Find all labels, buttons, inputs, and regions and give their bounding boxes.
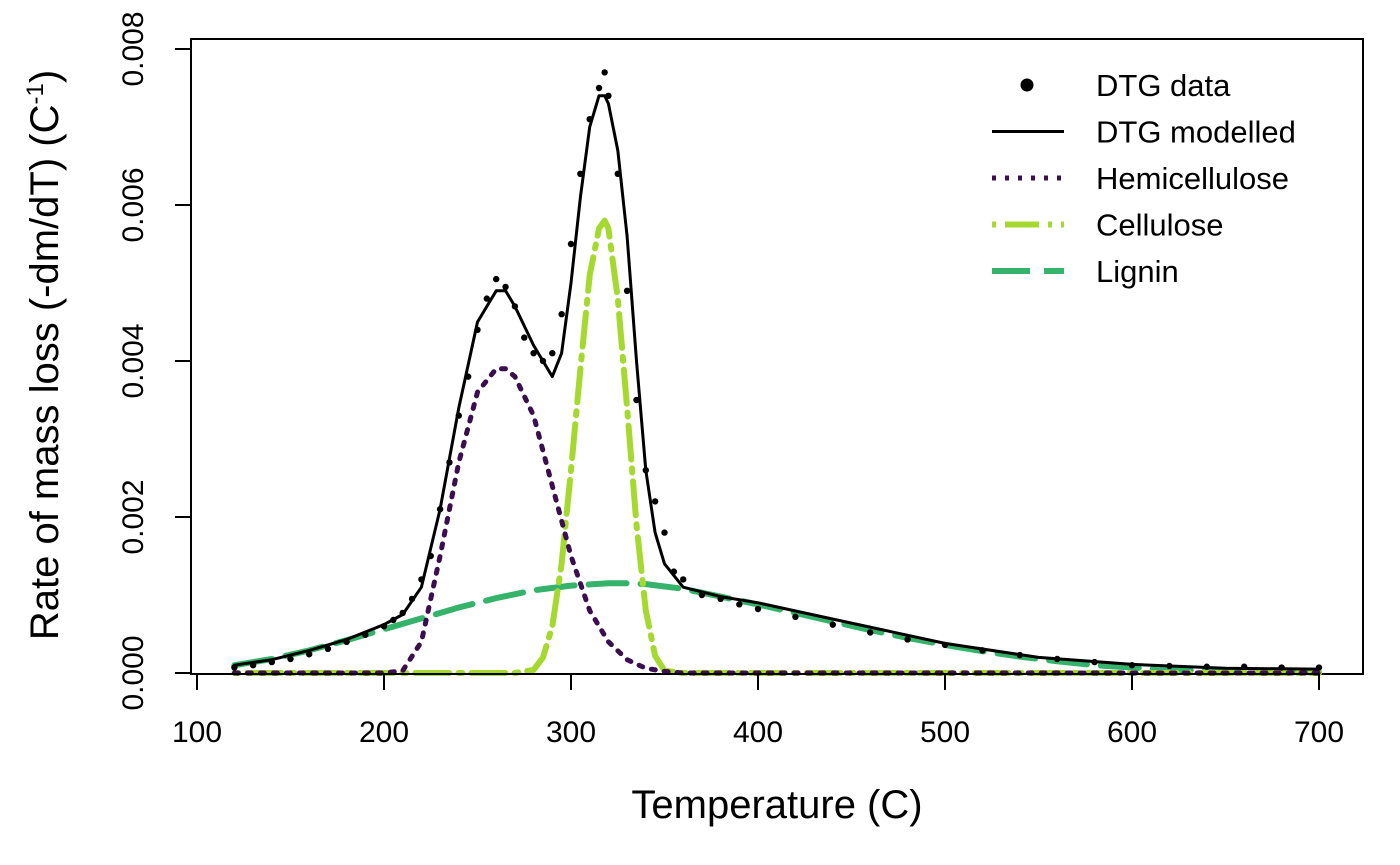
y-tick-label: 0.000 (117, 635, 150, 710)
y-axis: 0.000 0.002 0.004 0.006 0.008 (117, 11, 192, 711)
x-tick-label: 300 (546, 716, 596, 749)
y-tick-label: 0.002 (117, 479, 150, 554)
y-axis-title-superscript: -1 (22, 83, 49, 104)
data-point (601, 69, 608, 76)
data-point (521, 334, 528, 341)
x-tick-label: 100 (172, 716, 222, 749)
data-point (287, 655, 294, 663)
legend-item-cellulose: Cellulose (992, 208, 1224, 243)
legend-label: DTG data (1096, 68, 1231, 103)
x-tick-label: 700 (1294, 716, 1344, 749)
y-tick-label: 0.004 (117, 323, 150, 398)
x-axis: 100 200 300 400 500 600 700 (172, 673, 1344, 749)
legend-label: Lignin (1096, 254, 1179, 289)
series-layer (231, 69, 1323, 676)
data-point (904, 636, 911, 643)
data-point (549, 350, 556, 357)
y-axis-title: Rate of mass loss (-dm/dT) (C-1) (22, 70, 67, 640)
series-dtg-modelled (232, 94, 1321, 671)
data-point (595, 84, 603, 92)
legend-item-dtg-modelled: DTG modelled (992, 115, 1296, 150)
legend-item-lignin: Lignin (992, 254, 1179, 289)
data-point (792, 613, 799, 621)
data-point (736, 601, 743, 608)
data-point (530, 350, 537, 357)
series-dtg-data (231, 69, 1323, 671)
data-point (829, 621, 836, 628)
data-point (661, 529, 668, 536)
legend-label: DTG modelled (1096, 115, 1296, 150)
data-point (754, 605, 762, 613)
data-point (502, 283, 509, 291)
y-axis-title-main: Rate of mass loss (-dm/dT) (C (23, 105, 67, 641)
series-lignin (231, 580, 1322, 676)
data-point (493, 275, 500, 283)
legend-label: Hemicellulose (1096, 161, 1289, 196)
y-tick-label: 0.008 (117, 11, 150, 86)
data-point (623, 287, 631, 294)
legend-item-dtg-data: DTG data (1020, 68, 1231, 103)
x-tick-label: 500 (920, 716, 970, 749)
x-axis-title: Temperature (C) (631, 783, 922, 827)
legend: DTG data DTG modelled Hemicellulose Cellulo… (992, 68, 1296, 289)
legend-swatch (1020, 78, 1034, 92)
data-point (483, 295, 491, 302)
data-point (867, 629, 874, 636)
data-point (306, 651, 313, 658)
dtg-modelled-line (232, 94, 1321, 671)
data-point (324, 645, 332, 653)
legend-item-hemicellulose: Hemicellulose (992, 161, 1289, 196)
y-tick-label: 0.006 (117, 167, 150, 242)
x-tick-label: 600 (1107, 716, 1157, 749)
x-tick-label: 400 (733, 716, 783, 749)
legend-label: Cellulose (1096, 208, 1224, 243)
data-point (651, 498, 659, 505)
data-point (567, 240, 575, 248)
x-tick-label: 200 (359, 716, 409, 749)
lignin-line (231, 580, 1322, 676)
data-point (558, 311, 565, 318)
data-point (633, 396, 640, 404)
y-axis-title-close: ) (23, 70, 67, 83)
data-point (680, 576, 687, 583)
